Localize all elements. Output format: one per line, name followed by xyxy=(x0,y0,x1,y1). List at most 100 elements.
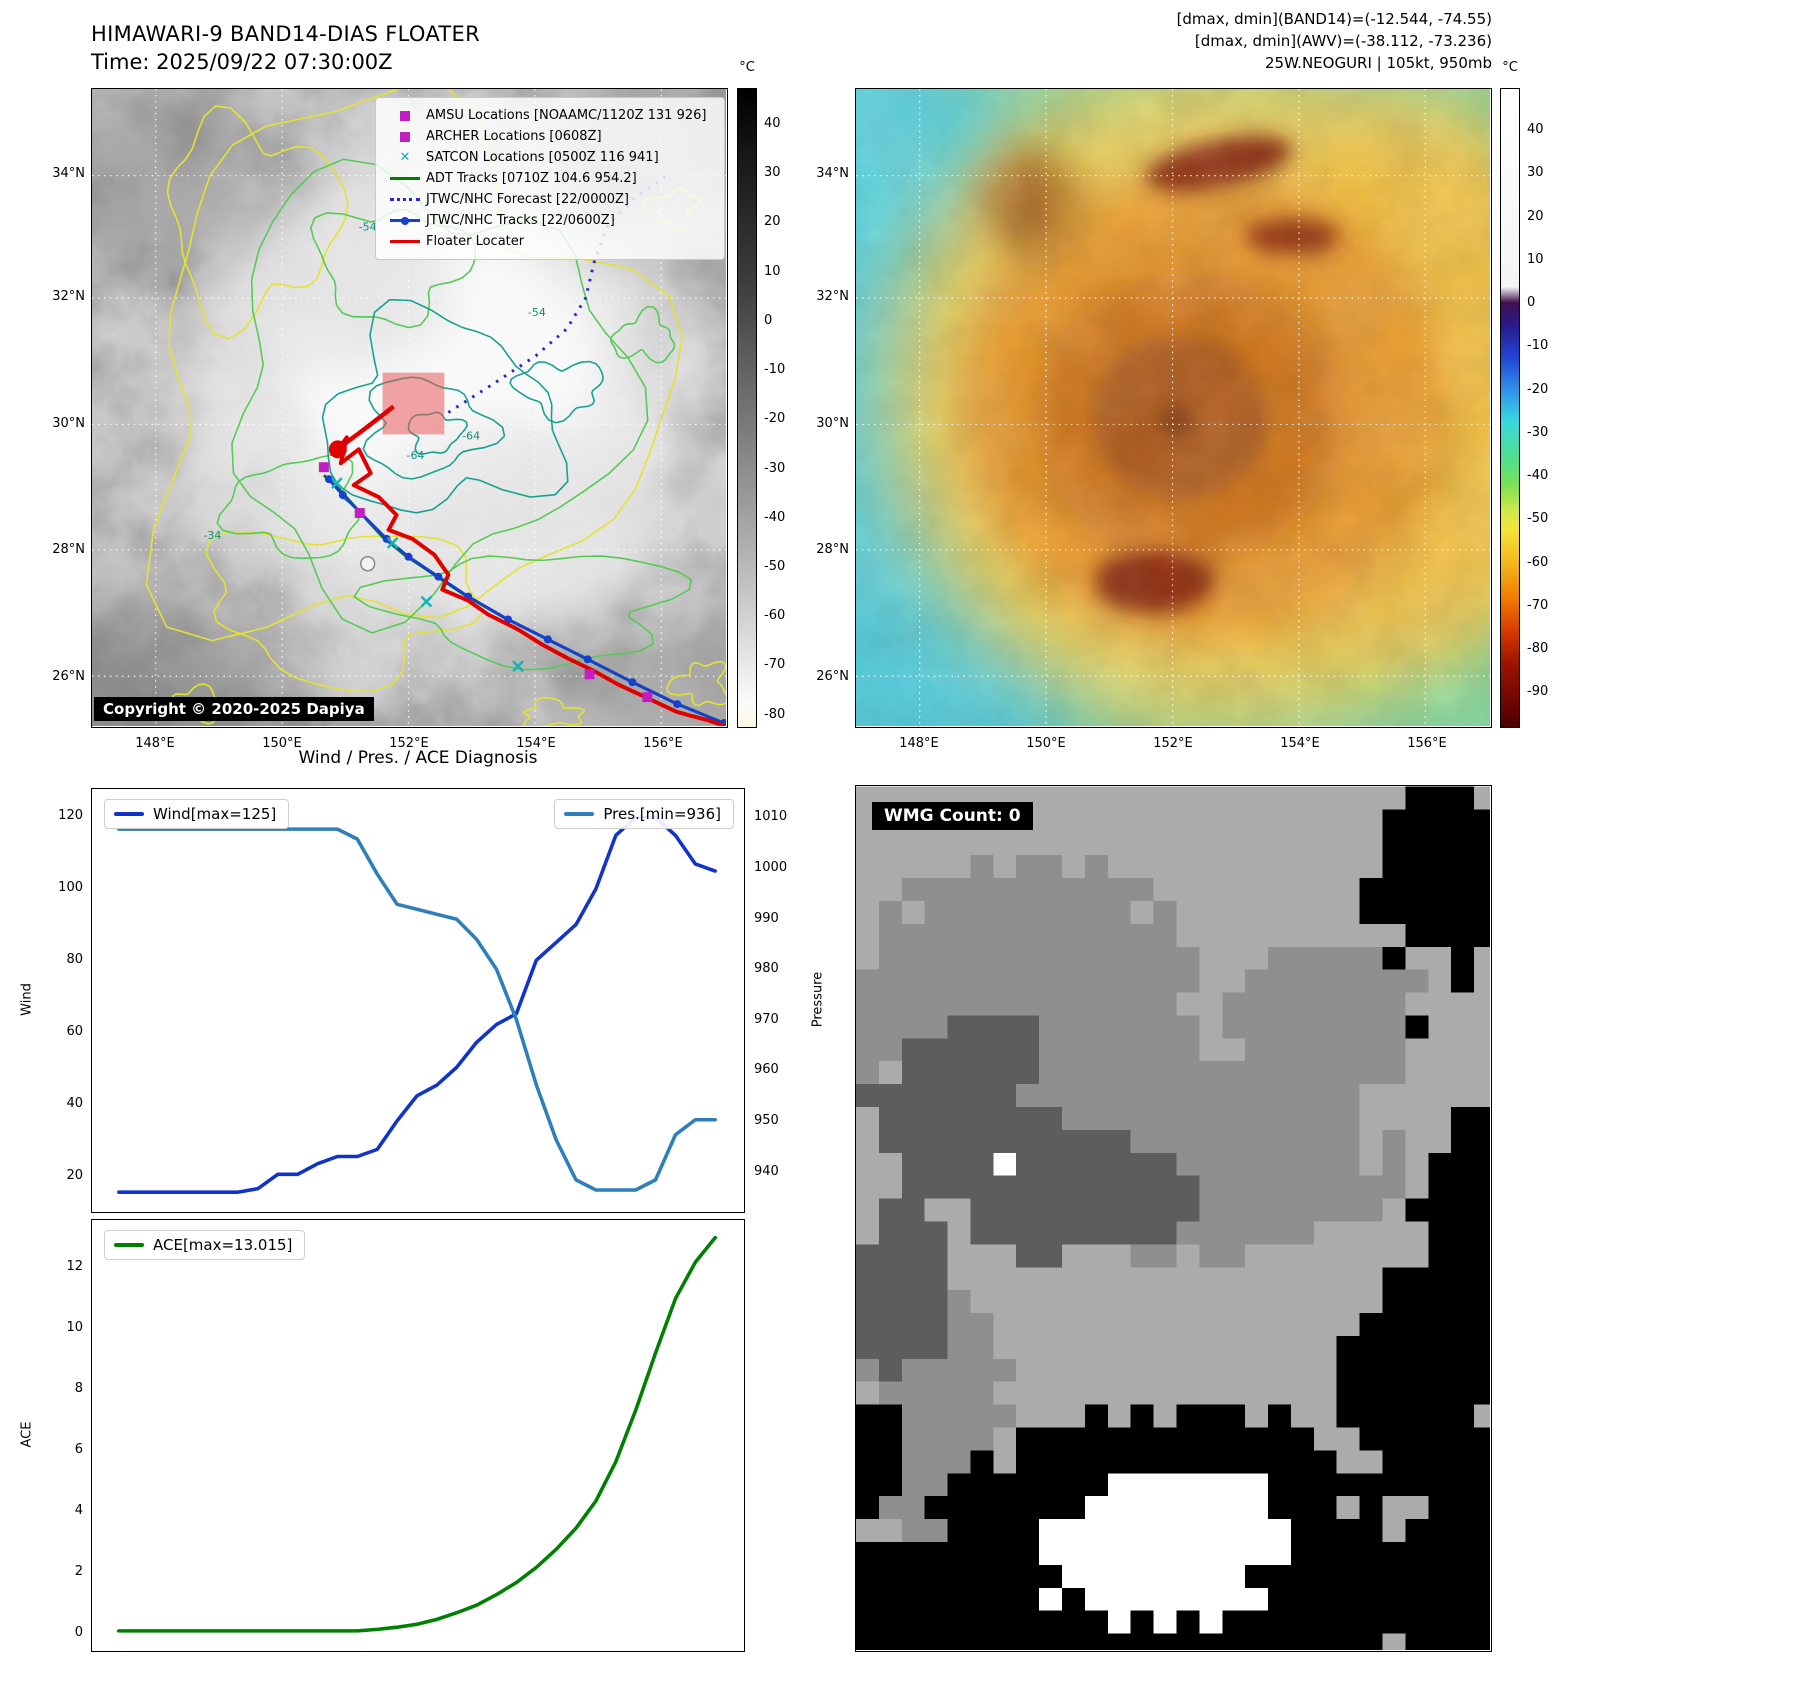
lon-tick-label: 156°E xyxy=(643,736,683,751)
ace-plot-svg xyxy=(116,1235,718,1633)
wind-legend-label: Wind[max=125] xyxy=(153,805,277,823)
colorbar-unit: °C xyxy=(739,60,755,75)
lat-tick-label: 30°N xyxy=(816,416,849,431)
pressure-ytick-label: 970 xyxy=(754,1011,779,1027)
map-legend-item: ARCHER Locations [0608Z] xyxy=(384,126,716,147)
lon-tick-label: 152°E xyxy=(1153,736,1193,751)
enhanced-ir-imagery-svg xyxy=(856,89,1490,726)
wmg-cells xyxy=(856,786,1490,1650)
colorbar-tick-label: -10 xyxy=(1527,338,1549,354)
lat-tick-label: 34°N xyxy=(816,166,849,181)
colorbar-tick-label: -30 xyxy=(764,460,786,476)
dotted-line-icon xyxy=(384,198,426,201)
map-legend-label: AMSU Locations [NOAAMC/1120Z 131 926] xyxy=(426,108,707,123)
contour-label: -64 xyxy=(462,429,480,442)
map-legend-item: JTWC/NHC Tracks [22/0600Z] xyxy=(384,210,716,231)
wind-pressure-plot-svg xyxy=(117,815,717,1194)
pressure-ytick-label: 990 xyxy=(754,910,779,926)
square-marker-icon xyxy=(384,131,426,142)
map-legend-item: Floater Locater xyxy=(384,231,716,252)
map-legend-item: JTWC/NHC Forecast [22/0000Z] xyxy=(384,189,716,210)
ace-ytick-label: 10 xyxy=(66,1319,83,1335)
stat-band14: [dmax, dmin](BAND14)=(-12.544, -74.55) xyxy=(1176,10,1492,28)
colorbar-tick-label: -10 xyxy=(764,362,786,378)
contour-label: -54 xyxy=(359,220,377,233)
page-subtitle-time: Time: 2025/09/22 07:30:00Z xyxy=(91,50,393,74)
ace-chart: ACE[max=13.015] xyxy=(91,1219,745,1652)
colorbar-unit: °C xyxy=(1502,60,1518,75)
lat-tick-label: 28°N xyxy=(52,542,85,557)
contour-label: -54 xyxy=(528,306,546,319)
map-legend-item: AMSU Locations [NOAAMC/1120Z 131 926] xyxy=(384,105,716,126)
lat-tick-label: 26°N xyxy=(52,669,85,684)
colorbar-tick-label: 40 xyxy=(764,115,781,131)
wmg-pixel-map: WMG Count: 0 xyxy=(855,785,1492,1652)
lat-tick-label: 32°N xyxy=(52,289,85,304)
wmg-count-badge: WMG Count: 0 xyxy=(872,802,1033,830)
ace-axis-label: ACE xyxy=(19,1421,35,1447)
wind-ytick-label: 100 xyxy=(58,879,83,895)
pressure-ytick-label: 940 xyxy=(754,1163,779,1179)
colorbar-tick-label: 0 xyxy=(764,312,773,328)
lat-tick-label: 32°N xyxy=(816,289,849,304)
map-legend-item: ADT Tracks [0710Z 104.6 954.2] xyxy=(384,168,716,189)
lon-tick-label: 154°E xyxy=(516,736,556,751)
colorbar-tick-label: -40 xyxy=(1527,468,1549,484)
ace-ytick-label: 8 xyxy=(74,1380,83,1396)
enhanced-ir-satellite-map xyxy=(855,88,1492,728)
colorbar-tick-label: -60 xyxy=(1527,554,1549,570)
wind-axis-label: Wind xyxy=(19,982,35,1016)
band14-satellite-map: -54 -64 -64 -34 -54 AMSU Locations [NOAAMC/1… xyxy=(91,88,728,728)
wind-ytick-label: 60 xyxy=(66,1023,83,1039)
colorbar-tick-label: 30 xyxy=(764,165,781,181)
ace-ytick-label: 12 xyxy=(66,1258,83,1274)
map-legend-label: ADT Tracks [0710Z 104.6 954.2] xyxy=(426,171,637,186)
lon-tick-label: 152°E xyxy=(389,736,429,751)
line-dot-icon xyxy=(384,216,426,225)
ace-line-swatch xyxy=(114,1243,144,1247)
stat-awv: [dmax, dmin](AWV)=(-38.112, -73.236) xyxy=(1194,32,1492,50)
storm-id-intensity: 25W.NEOGURI | 105kt, 950mb xyxy=(1264,54,1492,72)
ir-imagery xyxy=(856,89,1490,726)
lon-tick-label: 150°E xyxy=(262,736,302,751)
diagnosis-title: Wind / Pres. / ACE Diagnosis xyxy=(298,748,538,768)
ace-ytick-label: 4 xyxy=(74,1502,83,1518)
x-marker-icon: ✕ xyxy=(399,150,411,165)
line-icon xyxy=(384,177,426,180)
pressure-legend-label: Pres.[min=936] xyxy=(603,805,721,823)
colorbar-tick-label: -60 xyxy=(764,608,786,624)
colorbar-tick-label: -50 xyxy=(764,559,786,574)
colorbar-tick-label: 20 xyxy=(1527,208,1544,224)
lon-tick-label: 148°E xyxy=(135,736,175,751)
data-line-Wind[max=125] xyxy=(117,815,717,1194)
colorbar-tick-label: -80 xyxy=(764,706,786,722)
lon-tick-label: 150°E xyxy=(1026,736,1066,751)
colorbar-tick-label: 40 xyxy=(1527,122,1544,138)
wind-ytick-label: 20 xyxy=(66,1167,83,1183)
lat-tick-label: 30°N xyxy=(52,416,85,431)
lat-tick-label: 34°N xyxy=(52,166,85,181)
wmg-grid-svg xyxy=(856,786,1490,1650)
ace-legend: ACE[max=13.015] xyxy=(104,1230,306,1260)
ace-ytick-label: 2 xyxy=(74,1563,83,1579)
wind-ytick-label: 80 xyxy=(66,951,83,967)
lat-tick-label: 26°N xyxy=(816,669,849,684)
pressure-ytick-label: 1010 xyxy=(754,809,788,825)
data-line-Pres.[min=936] xyxy=(117,827,717,1192)
pressure-line-swatch xyxy=(564,812,595,816)
colorbar-tick-label: -80 xyxy=(1527,641,1549,657)
pressure-ytick-label: 960 xyxy=(754,1062,779,1078)
colorbar-tick-label: -50 xyxy=(1527,511,1549,527)
colorbar-tick-label: 10 xyxy=(1527,251,1544,267)
map-legend-label: JTWC/NHC Forecast [22/0000Z] xyxy=(426,192,629,207)
band14-colorbar xyxy=(737,88,757,728)
colorbar-tick-label: 10 xyxy=(764,263,781,279)
page-title: HIMAWARI-9 BAND14-DIAS FLOATER xyxy=(91,22,480,46)
current-position-marker xyxy=(359,556,376,572)
pressure-legend: Pres.[min=936] xyxy=(554,799,734,829)
lat-tick-label: 28°N xyxy=(816,542,849,557)
pressure-ytick-label: 950 xyxy=(754,1112,779,1128)
colorbar-tick-label: -40 xyxy=(764,509,786,525)
map-legend-label: SATCON Locations [0500Z 116 941] xyxy=(426,150,659,165)
